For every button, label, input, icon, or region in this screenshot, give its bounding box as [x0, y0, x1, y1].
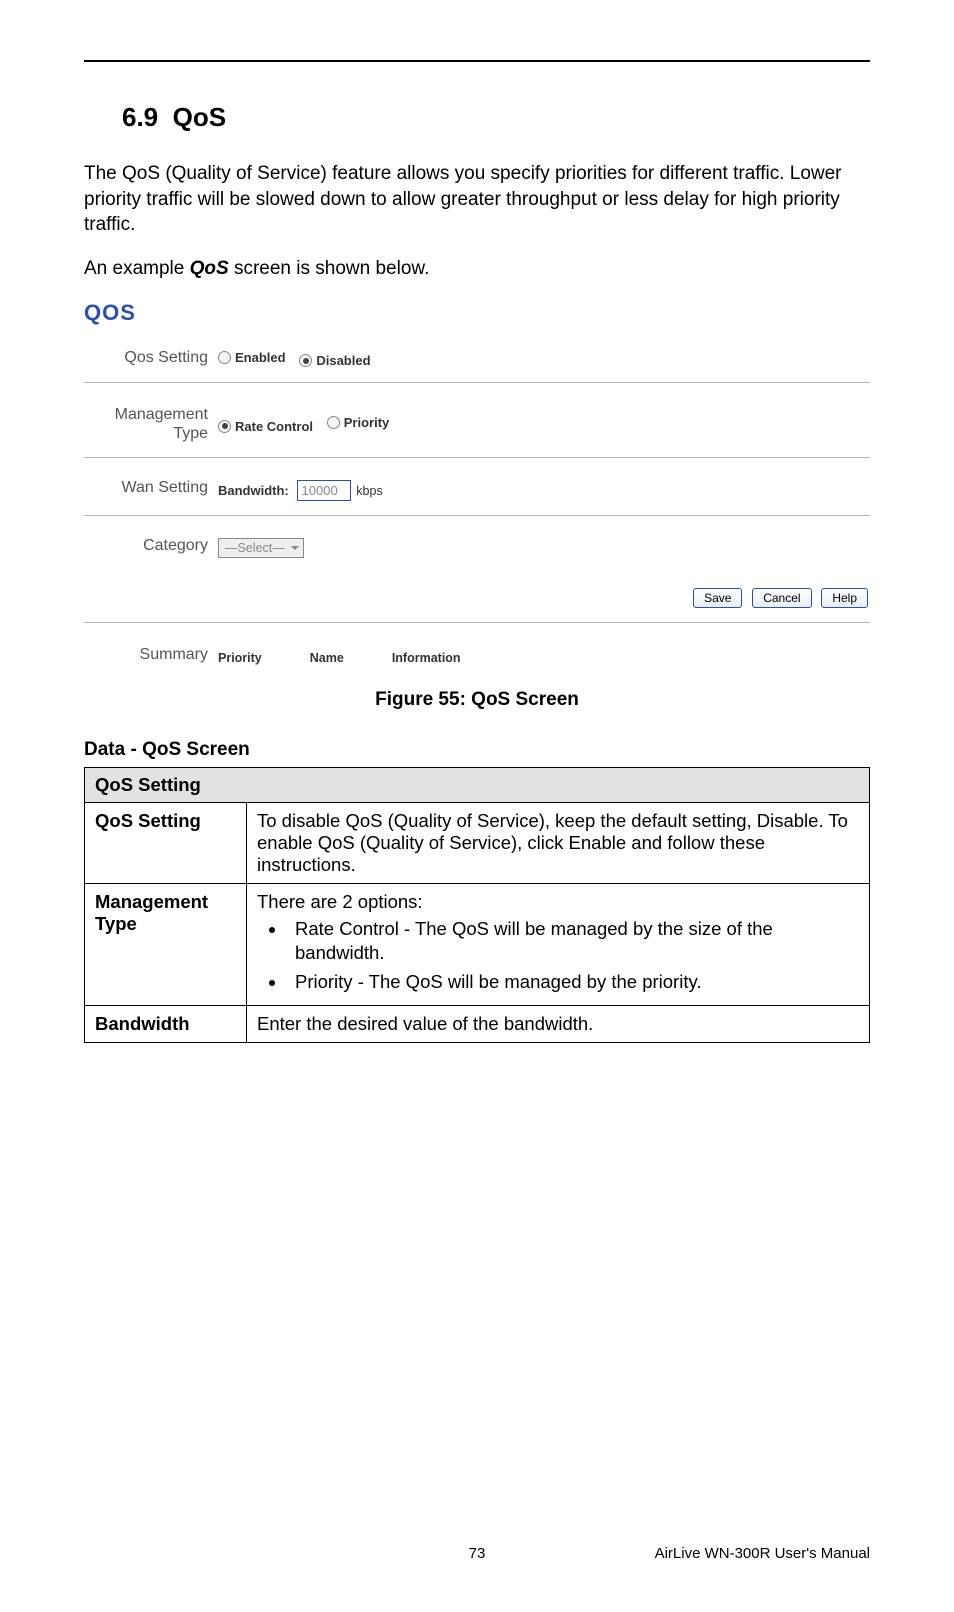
- ctrl-category: —Select— Save Cancel Help: [218, 536, 870, 608]
- mgmt-intro: There are 2 options:: [257, 891, 423, 912]
- radio-enabled-dot: [218, 351, 231, 364]
- mgmt-line1: Management: [95, 891, 208, 912]
- data-table: QoS Setting QoS Setting To disable QoS (…: [84, 767, 870, 1042]
- row-label-qos-setting: QoS Setting: [85, 803, 247, 884]
- summary-headers: Priority Name Information: [218, 647, 870, 665]
- label-category: Category: [84, 536, 218, 555]
- row-label-mgmt-type: Management Type: [85, 884, 247, 1005]
- ctrl-summary: Priority Name Information: [218, 645, 870, 665]
- ctrl-qos-setting: Enabled Disabled: [218, 348, 870, 369]
- label-mgmt-line1: Management: [115, 406, 208, 423]
- bandwidth-input[interactable]: [297, 480, 351, 501]
- label-wan-setting: Wan Setting: [84, 478, 218, 497]
- mgmt-bullet-1: Rate Control - The QoS will be managed b…: [287, 917, 859, 965]
- radio-disabled-dot: [299, 354, 312, 367]
- data-table-header: QoS Setting: [85, 768, 870, 803]
- row-text-mgmt-type: There are 2 options: Rate Control - The …: [247, 884, 870, 1005]
- category-select[interactable]: —Select—: [218, 538, 304, 558]
- radio-rate-label: Rate Control: [235, 419, 313, 434]
- summary-col-info: Information: [392, 651, 461, 665]
- section-title: QoS: [173, 102, 226, 132]
- qos-screenshot: QOS Qos Setting Enabled Disabled Managem…: [84, 300, 870, 680]
- label-mgmt-type: Management Type: [84, 405, 218, 443]
- radio-priority-label: Priority: [344, 415, 390, 430]
- save-button[interactable]: Save: [693, 588, 742, 608]
- doc-title: AirLive WN-300R User's Manual: [655, 1545, 870, 1562]
- data-section-heading: Data - QoS Screen: [84, 739, 870, 761]
- page-footer: 73 AirLive WN-300R User's Manual: [84, 1545, 870, 1562]
- example-emphasis: QoS: [190, 258, 229, 279]
- radio-enabled-label: Enabled: [235, 350, 286, 365]
- table-row: Bandwidth Enter the desired value of the…: [85, 1005, 870, 1042]
- row-qos-setting: Qos Setting Enabled Disabled: [84, 338, 870, 384]
- label-summary: Summary: [84, 645, 218, 664]
- bandwidth-label: Bandwidth:: [218, 483, 289, 498]
- bandwidth-unit: kbps: [356, 484, 382, 498]
- table-row: QoS Setting To disable QoS (Quality of S…: [85, 803, 870, 884]
- section-heading: 6.9 QoS: [122, 102, 870, 133]
- mgmt-line2: Type: [95, 913, 137, 934]
- button-row: Save Cancel Help: [218, 588, 870, 608]
- radio-disabled-label: Disabled: [316, 353, 370, 368]
- table-row: Management Type There are 2 options: Rat…: [85, 884, 870, 1005]
- example-paragraph: An example QoS screen is shown below.: [84, 256, 870, 282]
- radio-disabled[interactable]: Disabled: [299, 353, 370, 368]
- row-text-bandwidth: Enter the desired value of the bandwidth…: [247, 1005, 870, 1042]
- radio-rate-control[interactable]: Rate Control: [218, 419, 313, 434]
- mgmt-bullet-2: Priority - The QoS will be managed by th…: [287, 970, 859, 994]
- page-number: 73: [469, 1545, 486, 1562]
- row-summary: Summary Priority Name Information: [84, 623, 870, 679]
- radio-priority[interactable]: Priority: [327, 415, 390, 430]
- row-label-bandwidth: Bandwidth: [85, 1005, 247, 1042]
- radio-enabled[interactable]: Enabled: [218, 350, 286, 365]
- section-number: 6.9: [122, 102, 158, 132]
- row-text-qos-setting: To disable QoS (Quality of Service), kee…: [247, 803, 870, 884]
- qos-screenshot-title: QOS: [84, 300, 870, 326]
- top-horizontal-rule: [84, 60, 870, 62]
- cancel-button[interactable]: Cancel: [752, 588, 811, 608]
- radio-priority-dot: [327, 416, 340, 429]
- label-qos-setting: Qos Setting: [84, 348, 218, 367]
- row-mgmt-type: Management Type Rate Control Priority: [84, 383, 870, 458]
- ctrl-mgmt-type: Rate Control Priority: [218, 405, 870, 434]
- figure-caption: Figure 55: QoS Screen: [84, 689, 870, 711]
- radio-rate-dot: [218, 420, 231, 433]
- example-pre: An example: [84, 258, 190, 279]
- help-button[interactable]: Help: [821, 588, 868, 608]
- example-post: screen is shown below.: [229, 258, 430, 279]
- ctrl-wan-setting: Bandwidth: kbps: [218, 478, 870, 501]
- row-category: Category —Select— Save Cancel Help: [84, 516, 870, 623]
- intro-paragraph: The QoS (Quality of Service) feature all…: [84, 161, 870, 238]
- mgmt-bullets: Rate Control - The QoS will be managed b…: [257, 917, 859, 993]
- summary-col-priority: Priority: [218, 651, 262, 665]
- label-mgmt-line2: Type: [173, 425, 208, 442]
- summary-col-name: Name: [310, 651, 344, 665]
- row-wan-setting: Wan Setting Bandwidth: kbps: [84, 458, 870, 516]
